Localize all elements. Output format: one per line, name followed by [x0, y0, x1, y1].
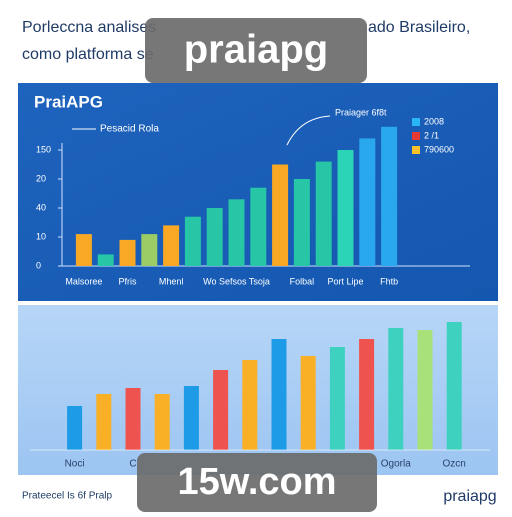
chart-1: 0 10 40 20 150 Malsoree Pfris Mhenl Wo Sefsos Ts… — [36, 116, 454, 286]
x-tick-label: C — [129, 459, 136, 470]
bar — [337, 150, 354, 266]
bar — [213, 370, 229, 450]
annotation-arrow — [286, 115, 331, 146]
bar — [329, 347, 345, 450]
x-tick-label: Wo Sefsos Tsoja — [203, 276, 270, 286]
bar — [271, 339, 287, 450]
bar — [184, 216, 201, 266]
legend-label: 790600 — [424, 144, 454, 154]
footer-brand: praiapg — [443, 488, 496, 505]
x-tick-label: Noci — [65, 459, 85, 470]
bar — [206, 208, 223, 266]
bar — [417, 330, 433, 450]
bar — [446, 322, 462, 450]
y-tick-label: 40 — [36, 202, 46, 212]
x-tick-label: Malsoree — [65, 276, 102, 286]
bar — [67, 406, 83, 450]
x-tick-label: Mhenl — [159, 276, 184, 286]
y-tick-label: 20 — [36, 173, 46, 183]
annotation: Praiager 6f8t — [335, 107, 387, 117]
bar — [154, 394, 170, 450]
legend-label: 2008 — [424, 116, 444, 126]
legend-swatch — [412, 118, 420, 126]
chart-2: Noci C Ogorla Ozcn — [65, 322, 466, 470]
x-tick-label: Fhtb — [380, 276, 398, 286]
bar — [381, 126, 398, 266]
watermark-box — [137, 453, 377, 512]
watermark: praiapg — [184, 28, 328, 72]
bar — [315, 161, 332, 266]
x-tick-label: Ozcn — [443, 459, 466, 470]
watermark: 15w.com — [177, 461, 336, 503]
bar — [293, 179, 310, 266]
bar — [141, 234, 158, 266]
y-tick-label: 0 — [36, 260, 41, 270]
y-tick-label: 150 — [36, 144, 51, 154]
legend-label: 2 /1 — [424, 130, 439, 140]
bar — [388, 328, 404, 450]
bar — [359, 138, 376, 266]
annotation: Pesacid Rola — [100, 124, 159, 135]
footer-text: Prateecel Is 6f Pralp — [22, 491, 112, 502]
chart-title: PraiAPG — [34, 92, 103, 111]
header-text: Porleccna analises — [22, 19, 156, 36]
x-tick-label: Folbal — [290, 276, 315, 286]
bar — [125, 388, 141, 450]
legend-swatch — [412, 146, 420, 154]
x-tick-label: Port Lipe — [327, 276, 363, 286]
bar — [359, 339, 375, 450]
bar — [300, 356, 316, 450]
bar — [163, 225, 180, 266]
x-tick-label: Pfris — [119, 276, 138, 286]
bar — [250, 187, 267, 266]
bar — [228, 199, 245, 266]
bar — [97, 254, 114, 266]
bar — [96, 394, 112, 450]
legend-swatch — [412, 132, 420, 140]
header-text: ado Brasileiro, — [368, 19, 470, 36]
bar — [272, 164, 289, 266]
watermark-box — [145, 18, 367, 83]
bar — [75, 234, 92, 266]
header-text: como platforma se — [22, 46, 154, 63]
bar — [242, 360, 258, 450]
bar — [183, 386, 199, 450]
x-tick-label: Ogorla — [381, 459, 411, 470]
bar — [119, 239, 136, 266]
y-tick-label: 10 — [36, 231, 46, 241]
